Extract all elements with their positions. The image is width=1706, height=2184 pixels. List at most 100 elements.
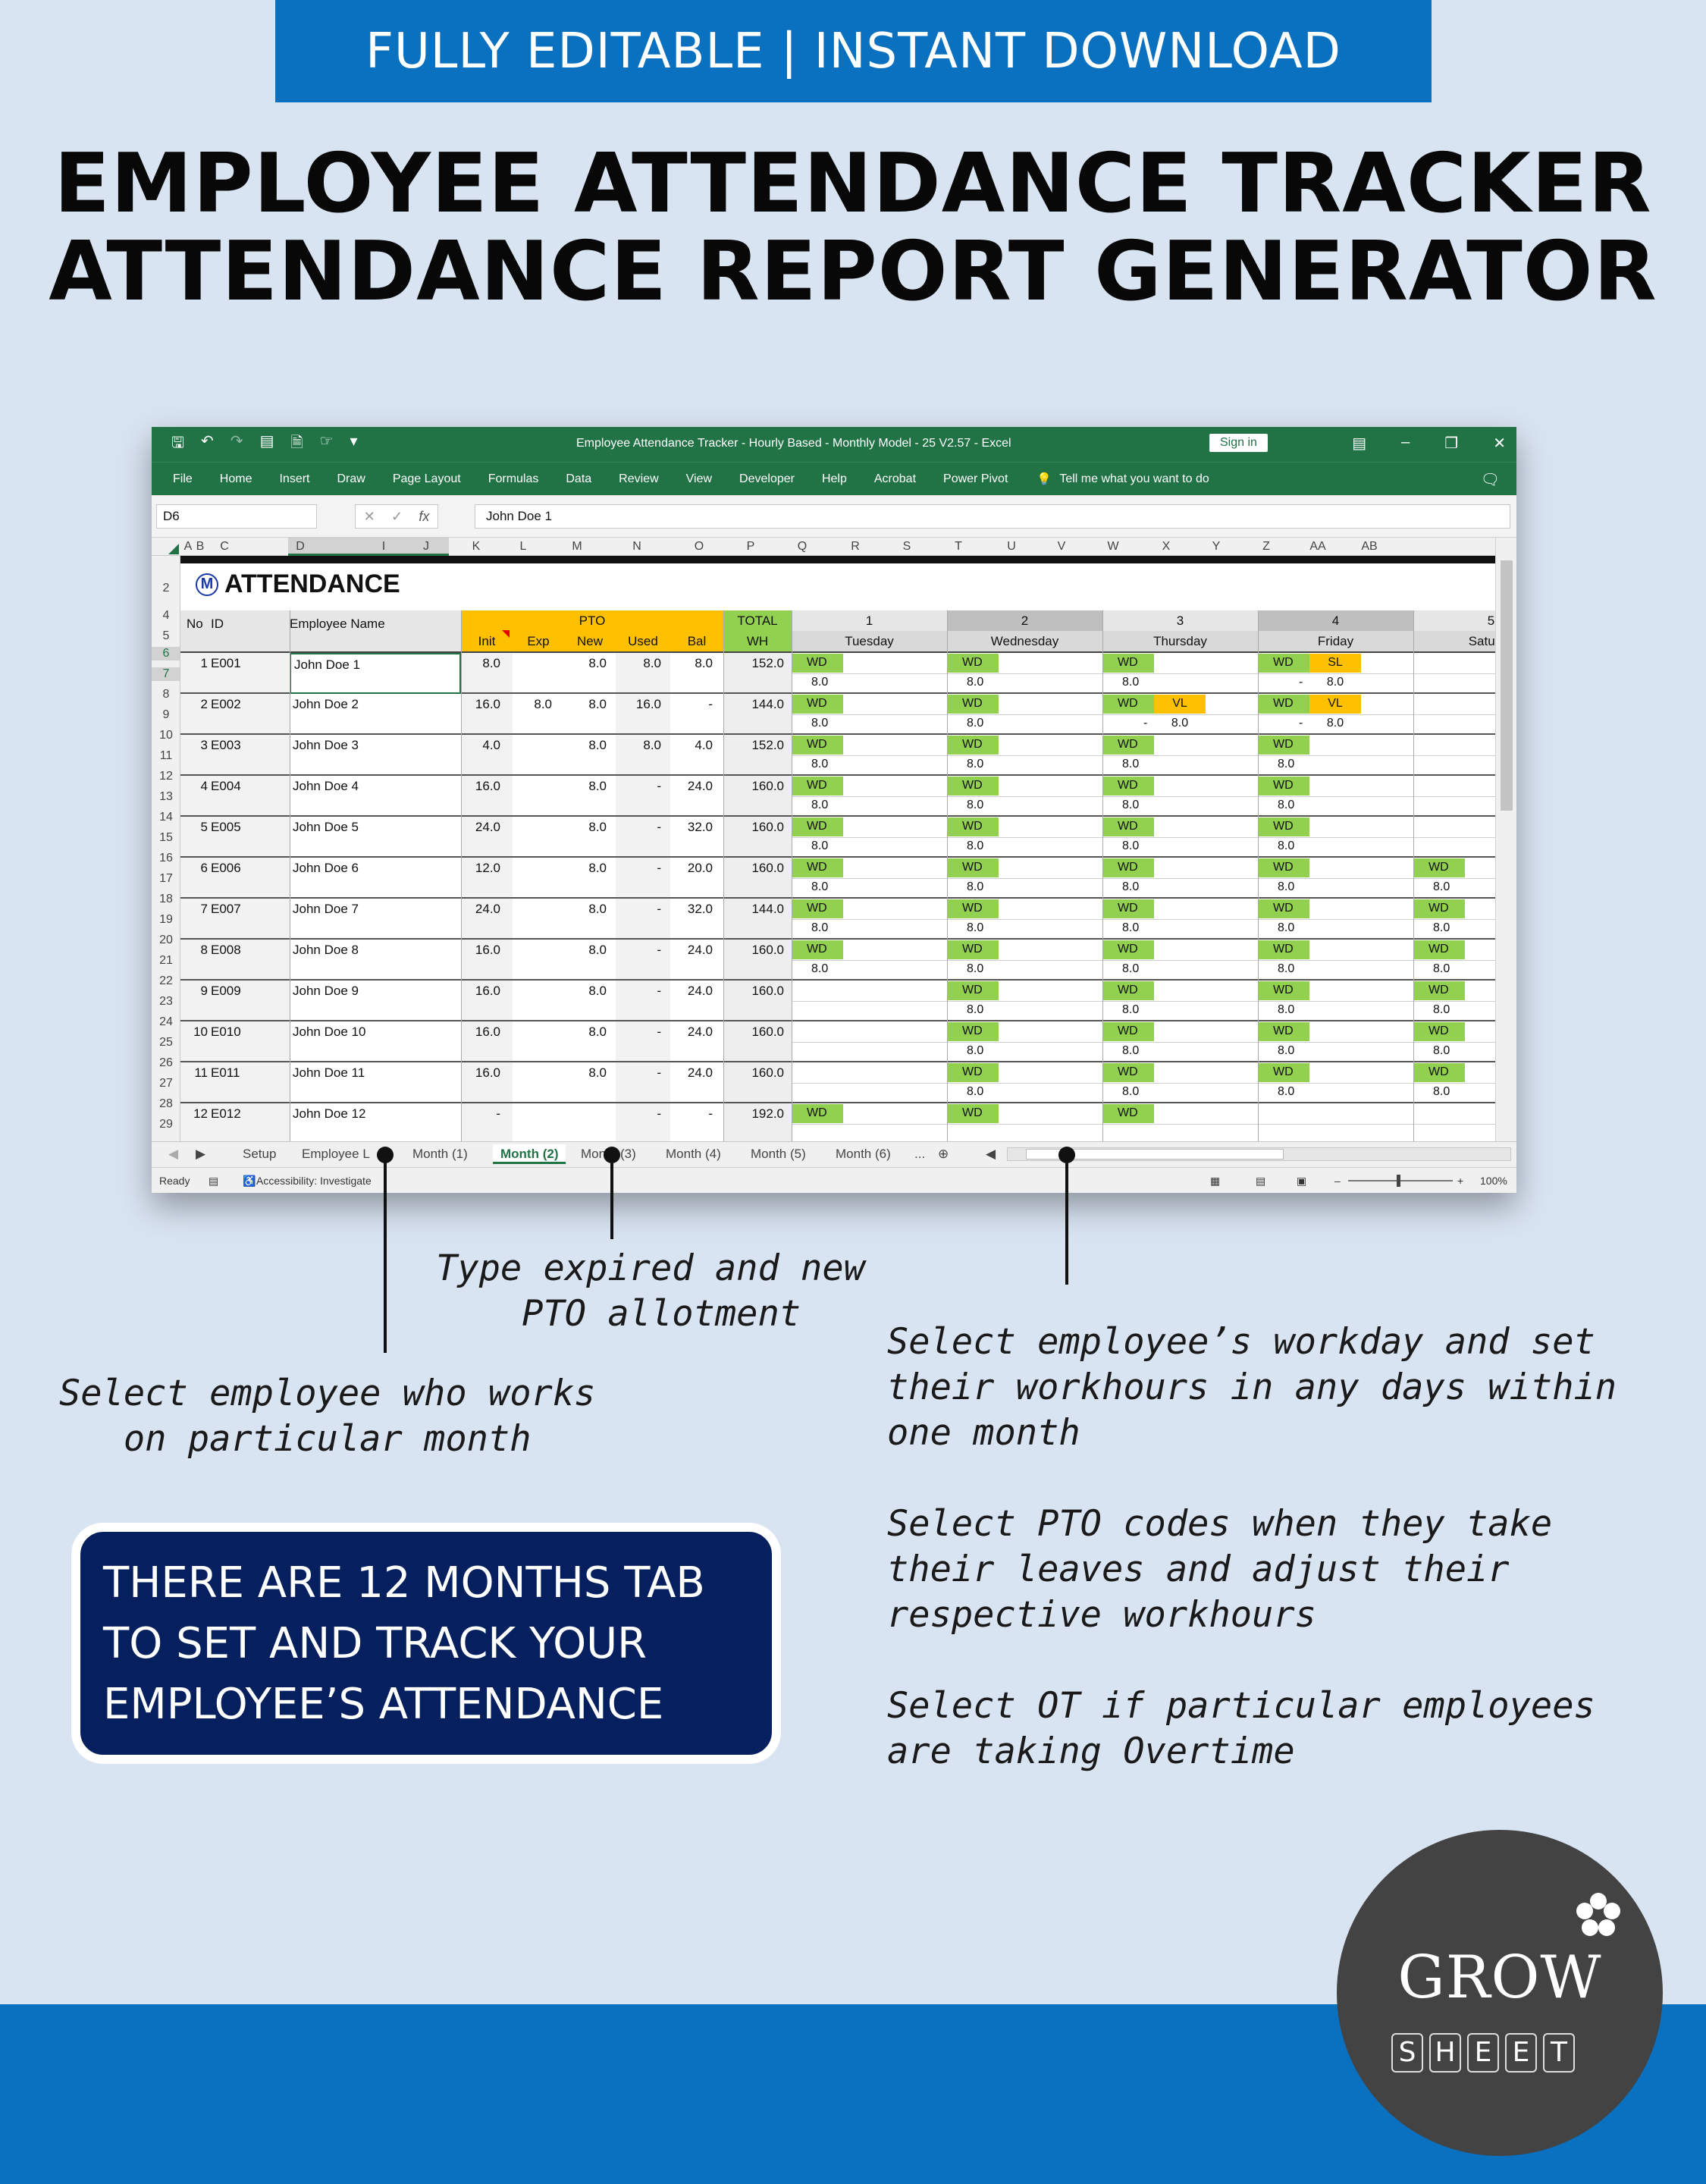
ribbon-tab-acrobat[interactable]: Acrobat <box>873 472 917 485</box>
pto-new[interactable]: 8.0 <box>588 656 607 670</box>
workday-code[interactable]: WD <box>1118 1025 1138 1037</box>
select-all-corner[interactable] <box>152 538 180 556</box>
workday-code[interactable]: WD <box>807 697 827 710</box>
name-box[interactable]: D6 <box>156 504 317 529</box>
work-hours[interactable]: 8.0 <box>1122 880 1140 893</box>
column-header-s[interactable]: S <box>902 540 911 553</box>
workday-code[interactable]: WD <box>1273 1025 1294 1037</box>
column-header-x[interactable]: X <box>1162 540 1171 553</box>
workday-code[interactable]: WD <box>1118 779 1138 792</box>
workday-code[interactable]: WD <box>1428 984 1449 996</box>
work-hours[interactable]: 8.0 <box>1433 921 1450 934</box>
work-hours[interactable]: - <box>1143 717 1148 730</box>
pto-init[interactable]: 12.0 <box>475 861 500 875</box>
workday-code[interactable]: WD <box>1273 1065 1294 1078</box>
work-hours[interactable]: 8.0 <box>811 717 829 730</box>
row-header-18[interactable]: 18 <box>159 893 173 905</box>
row-header-4[interactable]: 4 <box>162 609 170 622</box>
workday-code[interactable]: WD <box>962 1025 983 1037</box>
workday-code[interactable]: WD <box>807 943 827 956</box>
sheet-tab-employee-l[interactable]: Employee L <box>302 1147 370 1161</box>
workday-code[interactable]: WD <box>1118 1106 1138 1119</box>
workday-code[interactable]: WD <box>807 779 827 792</box>
work-hours[interactable]: 8.0 <box>1122 962 1140 975</box>
zoom-in-icon[interactable]: + <box>1457 1175 1464 1187</box>
column-header-c[interactable]: C <box>220 540 229 553</box>
work-hours[interactable]: 8.0 <box>1433 962 1450 975</box>
column-header-j[interactable]: J <box>423 540 429 553</box>
employee-name-cell[interactable]: John Doe 9 <box>293 984 359 998</box>
work-hours[interactable]: 8.0 <box>967 758 984 770</box>
pto-init[interactable]: 24.0 <box>475 902 500 916</box>
work-hours[interactable]: 8.0 <box>1122 1044 1140 1057</box>
workday-code[interactable]: WD <box>1273 861 1294 874</box>
work-hours[interactable]: 8.0 <box>1122 799 1140 811</box>
pto-new[interactable]: 8.0 <box>588 984 607 998</box>
row-header-21[interactable]: 21 <box>159 954 173 967</box>
workday-code[interactable]: WD <box>1428 1025 1449 1037</box>
row-header-12[interactable]: 12 <box>159 770 173 783</box>
workday-code[interactable]: WD <box>962 1065 983 1078</box>
row-header-17[interactable]: 17 <box>159 872 173 885</box>
work-hours[interactable]: 8.0 <box>967 1044 984 1057</box>
print-preview-icon[interactable]: ▤ <box>259 433 274 450</box>
pto-new[interactable]: 8.0 <box>588 902 607 916</box>
ribbon-tab-power-pivot[interactable]: Power Pivot <box>943 472 1008 485</box>
row-header-27[interactable]: 27 <box>159 1077 173 1090</box>
column-header-t[interactable]: T <box>955 540 962 553</box>
sheet-tab-month-1[interactable]: Month (1) <box>412 1147 468 1161</box>
ribbon-tab-help[interactable]: Help <box>821 472 847 485</box>
pto-init[interactable]: - <box>496 1106 500 1121</box>
ribbon-tab-insert[interactable]: Insert <box>279 472 310 485</box>
ribbon-tab-data[interactable]: Data <box>566 472 592 485</box>
work-hours[interactable]: 8.0 <box>811 962 829 975</box>
row-header-28[interactable]: 28 <box>159 1097 173 1110</box>
column-header-p[interactable]: P <box>746 540 755 553</box>
workday-code[interactable]: WD <box>1118 738 1138 751</box>
ribbon-tab-page-layout[interactable]: Page Layout <box>392 472 461 485</box>
vertical-scroll-thumb[interactable] <box>1501 560 1513 811</box>
horizontal-scrollbar[interactable] <box>1007 1147 1511 1161</box>
workday-code[interactable]: WD <box>807 656 827 669</box>
workday-code[interactable]: WD <box>962 861 983 874</box>
row-header-11[interactable]: 11 <box>159 749 173 762</box>
column-header-v[interactable]: V <box>1057 540 1066 553</box>
employee-name-cell[interactable]: John Doe 5 <box>293 820 359 834</box>
work-hours[interactable]: 8.0 <box>1278 839 1295 852</box>
new-sheet-icon[interactable]: ⊕ <box>938 1147 949 1161</box>
pto-init[interactable]: 24.0 <box>475 820 500 834</box>
enter-icon[interactable]: ✓ <box>390 508 403 524</box>
workday-code[interactable]: WD <box>1273 984 1294 996</box>
column-header-w[interactable]: W <box>1107 540 1119 553</box>
pto-new[interactable]: 8.0 <box>588 1025 607 1039</box>
employee-name-cell[interactable]: John Doe 1 <box>290 653 461 694</box>
work-hours[interactable]: 8.0 <box>1122 921 1140 934</box>
pto-init[interactable]: 4.0 <box>482 738 500 752</box>
sheet-tab-month-6[interactable]: Month (6) <box>836 1147 891 1161</box>
workday-code[interactable]: WD <box>962 820 983 833</box>
row-header-10[interactable]: 10 <box>159 729 173 742</box>
minimize-icon[interactable]: – <box>1401 434 1410 450</box>
leave-hours[interactable]: 8.0 <box>1171 717 1189 730</box>
work-hours[interactable]: 8.0 <box>1278 921 1295 934</box>
work-hours[interactable]: 8.0 <box>967 717 984 730</box>
workday-code[interactable]: WD <box>962 902 983 915</box>
workday-code[interactable]: WD <box>1428 1065 1449 1078</box>
page-break-view-icon[interactable]: ▣ <box>1297 1175 1307 1187</box>
sheet-tab-month-4[interactable]: Month (4) <box>666 1147 721 1161</box>
touch-mode-icon[interactable]: ☞ <box>319 433 334 450</box>
row-header-16[interactable]: 16 <box>159 852 173 864</box>
column-header-d[interactable]: D <box>296 540 305 553</box>
pto-init[interactable]: 16.0 <box>475 943 500 957</box>
row-header-23[interactable]: 23 <box>159 995 173 1008</box>
work-hours[interactable]: 8.0 <box>1278 880 1295 893</box>
work-hours[interactable]: 8.0 <box>1122 1085 1140 1098</box>
work-hours[interactable]: 8.0 <box>967 880 984 893</box>
row-header-22[interactable]: 22 <box>159 974 173 987</box>
column-header-z[interactable]: Z <box>1262 540 1270 553</box>
pto-new[interactable]: 8.0 <box>588 943 607 957</box>
employee-name-cell[interactable]: John Doe 12 <box>293 1106 366 1121</box>
sheet-tab-month-2[interactable]: Month (2) <box>493 1144 566 1164</box>
zoom-out-icon[interactable]: – <box>1334 1175 1341 1187</box>
workday-code[interactable]: WD <box>807 1106 827 1119</box>
